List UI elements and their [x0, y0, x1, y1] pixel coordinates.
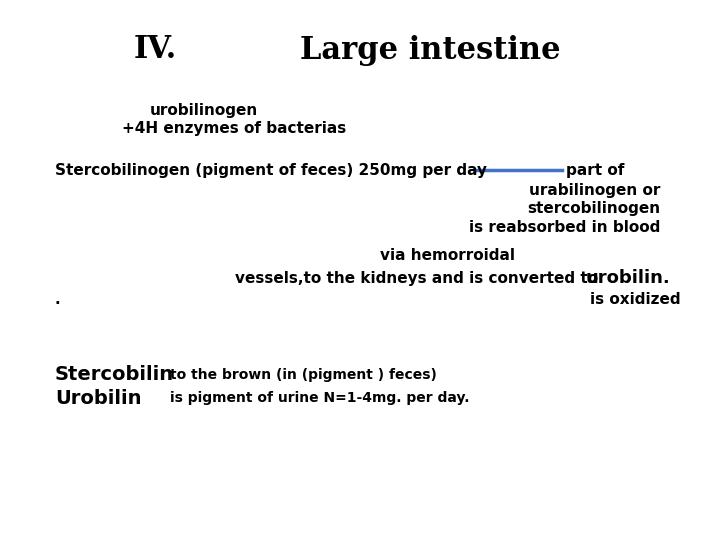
Text: urobilinogen: urobilinogen — [150, 103, 258, 118]
Text: is reabsorbed in blood: is reabsorbed in blood — [469, 220, 660, 235]
Text: stercobilinogen: stercobilinogen — [527, 200, 660, 215]
Text: vessels,to the kidneys and is converted to: vessels,to the kidneys and is converted … — [235, 271, 598, 286]
Text: part of: part of — [566, 163, 624, 178]
Text: IV.: IV. — [133, 35, 176, 65]
Text: Urobilin: Urobilin — [55, 388, 142, 408]
Text: .: . — [55, 293, 60, 307]
Text: to the brown (in (pigment ) feces): to the brown (in (pigment ) feces) — [170, 368, 437, 382]
Text: Large intestine: Large intestine — [300, 35, 560, 65]
Text: via hemorroidal: via hemorroidal — [380, 247, 515, 262]
Text: is oxidized: is oxidized — [590, 293, 680, 307]
Text: +4H enzymes of bacterias: +4H enzymes of bacterias — [122, 120, 346, 136]
Text: urobilin.: urobilin. — [586, 269, 671, 287]
Text: Stercobilin: Stercobilin — [55, 366, 174, 384]
Text: Stercobilinogen (pigment of feces) 250mg per day: Stercobilinogen (pigment of feces) 250mg… — [55, 163, 487, 178]
Text: is pigment of urine N=1-4mg. per day.: is pigment of urine N=1-4mg. per day. — [170, 391, 469, 405]
Text: urabilinogen or: urabilinogen or — [528, 183, 660, 198]
